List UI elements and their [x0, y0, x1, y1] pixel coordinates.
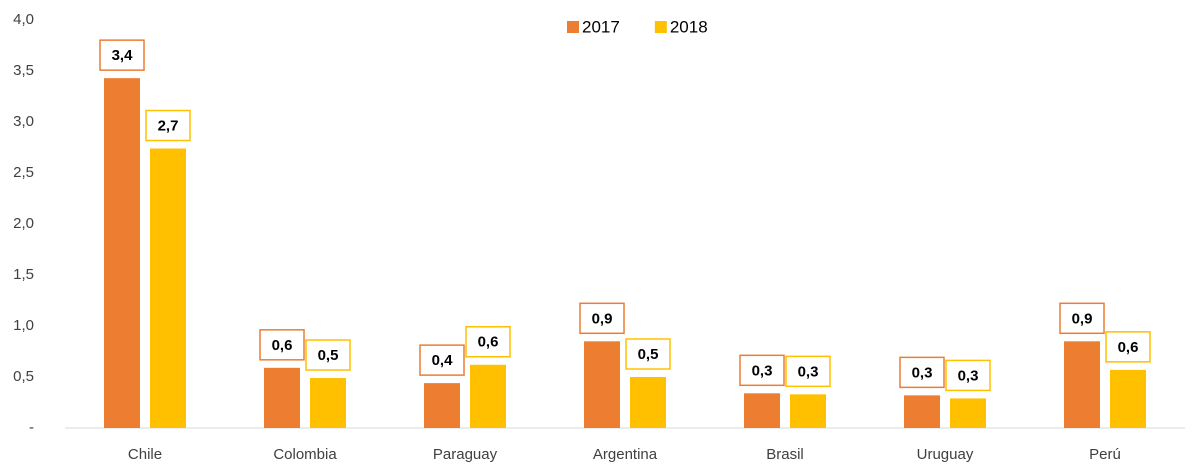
value-label: 0,5: [318, 347, 339, 364]
value-label: 0,9: [592, 310, 613, 327]
x-tick-label: Perú: [1089, 446, 1121, 463]
value-label: 0,3: [798, 363, 819, 380]
value-label: 0,6: [478, 334, 499, 351]
bar: [104, 78, 140, 428]
value-label-box: [899, 356, 945, 389]
value-label: 0,4: [432, 352, 454, 369]
value-label-box: [625, 338, 671, 370]
y-tick-label: -: [29, 419, 34, 436]
legend-label: 2018: [670, 17, 708, 36]
x-tick-label: Paraguay: [433, 446, 498, 463]
x-tick-label: Uruguay: [917, 446, 974, 463]
value-label-box: [1059, 302, 1105, 335]
bar: [264, 367, 300, 428]
value-label-box: [785, 355, 831, 388]
y-tick-label: 4,0: [13, 11, 34, 28]
bar: [424, 383, 460, 428]
x-tick-label: Colombia: [273, 446, 337, 463]
bar: [904, 395, 940, 428]
value-label-box: [579, 302, 625, 335]
bar: [150, 148, 186, 428]
bar: [584, 341, 620, 428]
value-label-box: [145, 109, 191, 142]
value-label: 0,3: [912, 364, 933, 381]
legend-swatch: [654, 21, 667, 33]
value-label-box: [465, 326, 511, 358]
bar: [1064, 341, 1100, 428]
y-tick-label: 3,0: [13, 113, 34, 130]
x-tick-label: Brasil: [766, 446, 804, 463]
y-tick-label: 2,5: [13, 164, 34, 181]
y-tick-label: 3,5: [13, 62, 34, 79]
value-label: 0,9: [1072, 310, 1093, 327]
value-label: 0,6: [272, 337, 293, 354]
x-tick-label: Argentina: [593, 446, 658, 463]
bar: [630, 377, 666, 428]
bar: [790, 394, 826, 428]
value-label: 0,3: [958, 367, 979, 384]
value-label-box: [419, 344, 465, 376]
y-tick-label: 0,5: [13, 368, 34, 385]
legend-label: 2017: [582, 17, 620, 36]
bar: [310, 378, 346, 428]
value-label-box: [945, 359, 991, 392]
value-label: 0,3: [752, 362, 773, 379]
x-tick-label: Chile: [128, 446, 162, 463]
value-label-box: [739, 354, 785, 387]
legend-swatch: [567, 21, 579, 33]
bar: [950, 398, 986, 428]
value-label: 0,6: [1118, 339, 1139, 356]
bar: [470, 364, 506, 428]
value-label: 2,7: [158, 117, 179, 134]
y-tick-label: 2,0: [13, 215, 34, 232]
y-tick-label: 1,0: [13, 317, 34, 334]
value-label-box: [305, 339, 351, 371]
bar: [744, 393, 780, 428]
y-tick-label: 1,5: [13, 266, 34, 283]
value-label: 0,5: [638, 346, 659, 363]
value-label-box: [99, 39, 145, 71]
value-label-box: [259, 329, 305, 361]
bar: [1110, 369, 1146, 428]
value-label-box: [1105, 331, 1151, 363]
value-label: 3,4: [112, 47, 134, 64]
